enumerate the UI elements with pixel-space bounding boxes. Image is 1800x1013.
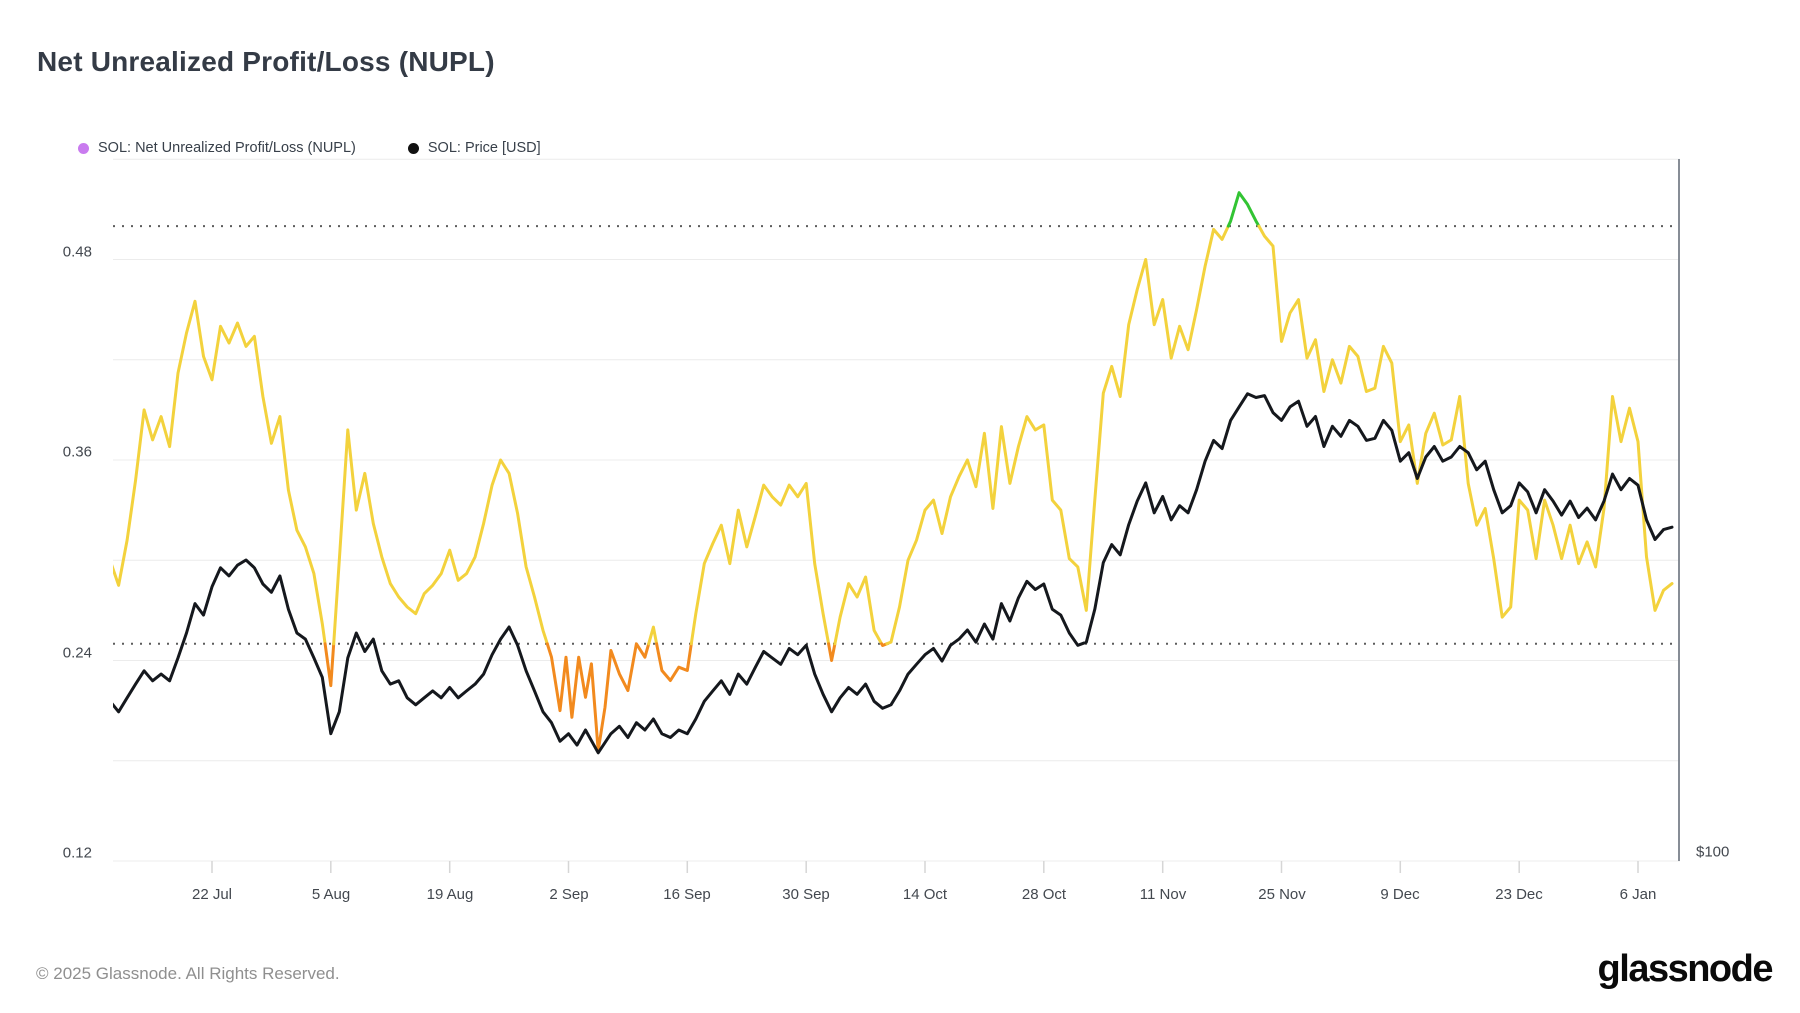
y-axis-label: 0.12 (62, 844, 92, 862)
legend-dot-price-icon (407, 142, 419, 154)
x-axis-label: 25 Nov (1258, 886, 1306, 903)
nupl-line-segment (1226, 191, 1261, 228)
legend-label-price: SOL: Price [USD] (427, 140, 541, 156)
nupl-line-segment (689, 481, 831, 646)
x-axis-label: 30 Sep (782, 886, 830, 903)
x-axis-label: 5 Aug (311, 886, 351, 903)
x-axis-label: 9 Dec (1380, 886, 1420, 903)
legend-label-nupl: SOL: Net Unrealized Profit/Loss (NUPL) (98, 140, 356, 156)
y-axis-label: 0.36 (62, 443, 92, 461)
x-axis-label: 6 Jan (1619, 886, 1657, 903)
x-axis-label: 23 Dec (1495, 886, 1543, 903)
glassnode-logo[interactable]: glassnode (1597, 948, 1774, 990)
x-axis-label: 22 Jul (191, 886, 233, 903)
right-axis-label: $100 (1696, 843, 1730, 861)
x-axis-label: 2 Sep (549, 886, 589, 903)
nupl-line-segment (885, 224, 1230, 646)
nupl-line-segment (332, 428, 549, 646)
legend-item-nupl[interactable]: SOL: Net Unrealized Profit/Loss (NUPL) (78, 140, 356, 156)
nupl-line-segment (323, 642, 336, 688)
nupl-line-segment (1257, 224, 1674, 619)
copyright-text: © 2025 Glassnode. All Rights Reserved. (36, 964, 340, 983)
nupl-line-segment (880, 642, 889, 647)
x-axis-label: 14 Oct (902, 886, 948, 903)
y-axis-label: 0.48 (62, 243, 92, 261)
x-axis-label: 28 Oct (1021, 886, 1067, 903)
legend-dot-nupl-icon (78, 142, 89, 154)
y-axis-label: 0.24 (62, 644, 92, 662)
nupl-line-segment (545, 642, 651, 753)
nupl-line-segment (647, 625, 659, 646)
price-line (113, 392, 1674, 755)
x-axis-label: 16 Sep (663, 886, 711, 903)
x-axis-label: 11 Nov (1139, 886, 1187, 903)
nupl-line-segment (827, 642, 837, 662)
legend-item-price[interactable]: SOL: Price [USD] (407, 140, 541, 156)
legend: SOL: Net Unrealized Profit/Loss (NUPL) S… (78, 140, 541, 156)
nupl-line-segment (833, 575, 884, 646)
nupl-line-segment (655, 642, 693, 682)
nupl-line-segment (113, 299, 327, 646)
x-axis-label: 19 Aug (426, 886, 474, 903)
page-title: Net Unrealized Profit/Loss (NUPL) (37, 46, 495, 77)
